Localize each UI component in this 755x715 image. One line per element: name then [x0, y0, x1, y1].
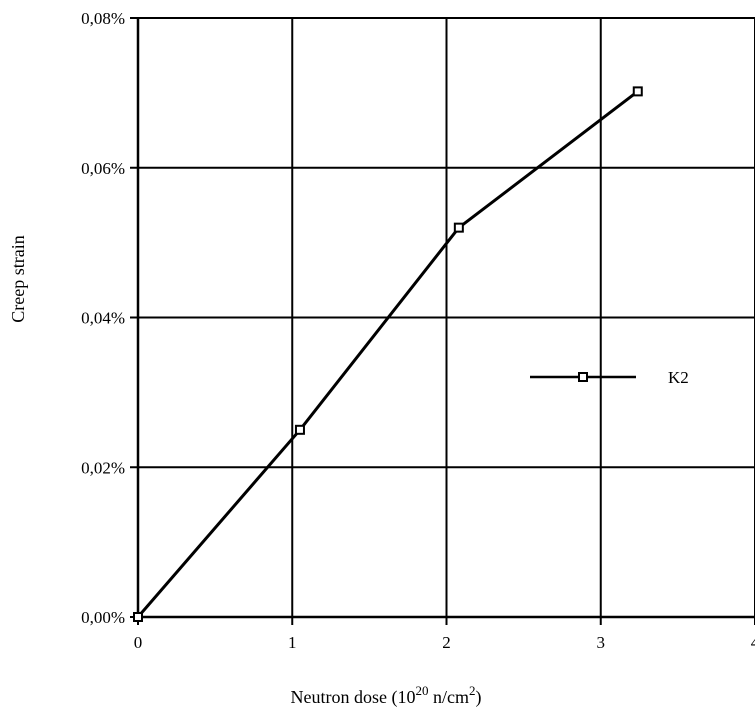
- x-axis-title-unit: n/cm: [428, 687, 469, 707]
- data-point-0-1: [294, 424, 305, 435]
- data-point-0-2: [453, 222, 464, 233]
- y-tick-label-3: 0,06%: [81, 159, 125, 178]
- y-tick-label-4: 0,08%: [81, 9, 125, 28]
- tick-labels: 0,00% 0,02% 0,04% 0,06% 0,08% 0 1 2 3 4: [81, 9, 755, 652]
- x-axis-title-prefix: Neutron dose (10: [291, 687, 416, 708]
- axes: [130, 17, 755, 625]
- legend-marker-0: [578, 372, 588, 382]
- x-tick-label-1: 1: [288, 633, 297, 652]
- x-axis-title-unit-exponent: 2: [469, 683, 476, 698]
- legend: K2: [530, 368, 689, 387]
- x-tick-label-2: 2: [442, 633, 451, 652]
- x-tick-label-0: 0: [134, 633, 143, 652]
- y-tick-label-2: 0,04%: [81, 309, 125, 328]
- x-axis-title-exponent: 20: [415, 683, 428, 698]
- grid: [137, 17, 755, 618]
- legend-label-0: K2: [668, 368, 689, 387]
- y-tick-label-0: 0,00%: [81, 608, 125, 627]
- x-axis-title-suffix: ): [475, 687, 481, 708]
- series-line-0: [136, 90, 639, 618]
- data-point-0-0: [133, 612, 143, 622]
- series: [133, 86, 643, 622]
- y-tick-label-1: 0,02%: [81, 458, 125, 477]
- x-tick-label-4: 4: [751, 633, 755, 652]
- x-tick-label-3: 3: [597, 633, 606, 652]
- x-axis-title: Neutron dose (1020 n/cm2): [291, 683, 482, 708]
- data-point-0-3: [632, 86, 643, 97]
- y-axis-title: Creep strain: [8, 235, 28, 322]
